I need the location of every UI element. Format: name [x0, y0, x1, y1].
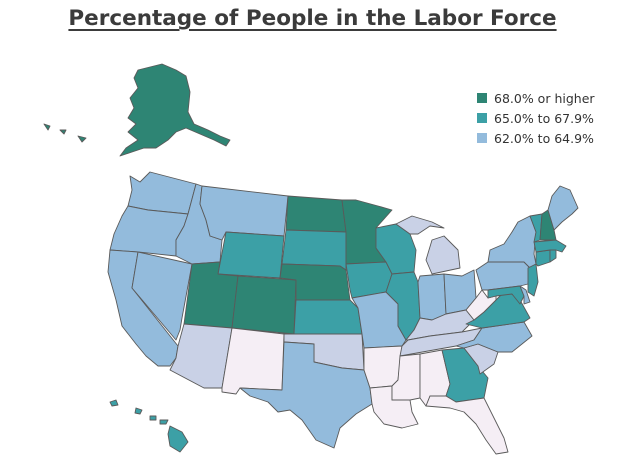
legend-item: 68.0% or higher [476, 88, 595, 108]
legend-label: 68.0% or higher [494, 90, 595, 106]
state-NJ[interactable] [527, 263, 539, 297]
state-TX[interactable] [239, 341, 373, 449]
state-KS[interactable] [293, 299, 363, 335]
legend-swatch [476, 112, 488, 124]
state-ND[interactable] [285, 195, 347, 233]
state-MT[interactable] [199, 185, 289, 241]
state-AZ[interactable] [169, 323, 233, 389]
state-CO[interactable] [231, 275, 297, 335]
legend-label: 62.0% to 64.9% [494, 130, 594, 146]
state-CT[interactable] [535, 249, 551, 267]
state-MI[interactable] [395, 215, 461, 275]
legend-item: 62.0% to 64.9% [476, 128, 595, 148]
state-RI[interactable] [549, 249, 557, 263]
state-VT[interactable] [529, 213, 543, 243]
state-IN[interactable] [417, 273, 447, 321]
state-DE[interactable] [519, 285, 531, 305]
state-MA[interactable] [533, 239, 567, 253]
state-FL[interactable] [425, 395, 509, 455]
state-HI[interactable] [109, 399, 189, 453]
state-AK[interactable] [43, 63, 231, 157]
map-legend: 68.0% or higher 65.0% to 67.9% 62.0% to … [476, 88, 595, 148]
legend-item: 65.0% to 67.9% [476, 108, 595, 128]
state-NY[interactable] [487, 215, 537, 269]
state-PA[interactable] [475, 261, 531, 291]
state-NH[interactable] [539, 209, 557, 241]
map-title: Percentage of People in the Labor Force [68, 6, 557, 31]
state-ME[interactable] [547, 185, 579, 231]
legend-swatch [476, 92, 488, 104]
legend-swatch [476, 132, 488, 144]
legend-label: 65.0% to 67.9% [494, 110, 594, 126]
state-NC[interactable] [455, 321, 533, 353]
state-NM[interactable] [221, 327, 285, 395]
state-WY[interactable] [217, 231, 285, 279]
